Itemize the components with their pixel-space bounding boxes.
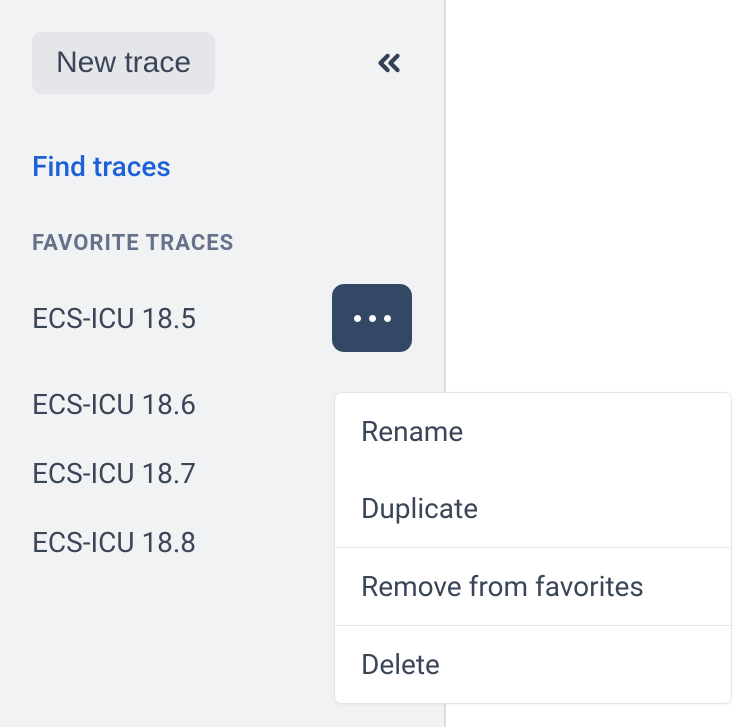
- app-layout: New trace Find traces Favorite Traces EC…: [0, 0, 750, 727]
- double-chevron-left-icon: [372, 46, 406, 80]
- trace-item: ECS-ICU 18.5: [32, 284, 412, 352]
- dots-icon: [384, 315, 391, 322]
- trace-context-menu: Rename Duplicate Remove from favorites D…: [334, 392, 732, 704]
- trace-item-label[interactable]: ECS-ICU 18.7: [32, 457, 196, 490]
- new-trace-button[interactable]: New trace: [32, 32, 215, 94]
- sidebar-top-row: New trace: [32, 32, 412, 94]
- menu-remove-favorite[interactable]: Remove from favorites: [335, 548, 731, 625]
- menu-delete[interactable]: Delete: [335, 626, 731, 703]
- find-traces-link[interactable]: Find traces: [32, 150, 171, 183]
- collapse-sidebar-button[interactable]: [366, 40, 412, 86]
- menu-duplicate[interactable]: Duplicate: [335, 470, 731, 547]
- favorite-traces-header: Favorite Traces: [32, 231, 412, 256]
- trace-item-label[interactable]: ECS-ICU 18.6: [32, 388, 196, 421]
- trace-more-button[interactable]: [332, 284, 412, 352]
- menu-rename[interactable]: Rename: [335, 393, 731, 470]
- trace-item-label[interactable]: ECS-ICU 18.5: [32, 302, 196, 335]
- trace-item-label[interactable]: ECS-ICU 18.8: [32, 526, 196, 559]
- dots-icon: [369, 315, 376, 322]
- dots-icon: [354, 315, 361, 322]
